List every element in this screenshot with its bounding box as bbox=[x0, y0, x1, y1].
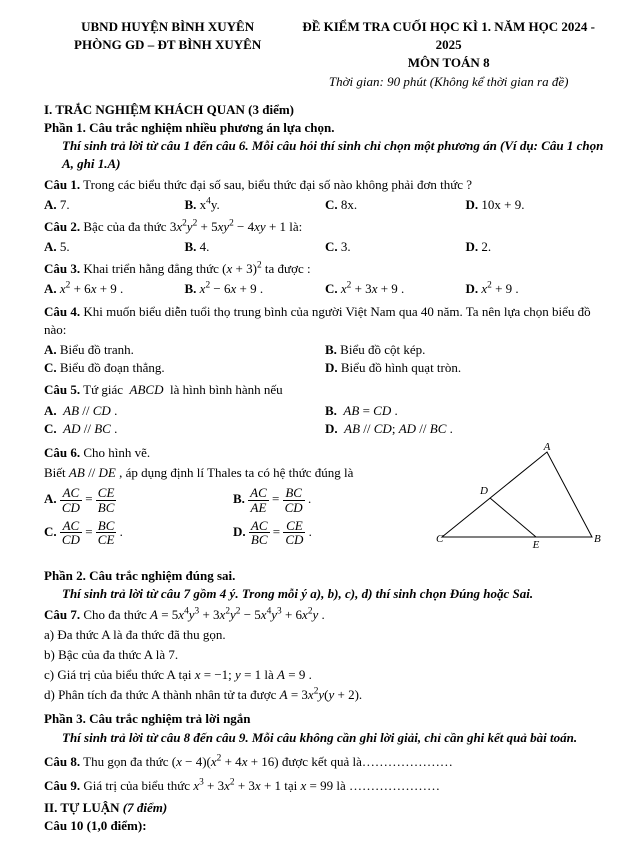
q7-a: a) Đa thức A là đa thức đã thu gọn. bbox=[44, 626, 606, 644]
q6-row-2: C. ACCD = BCCE . D. ACBC = CECD . bbox=[44, 519, 422, 547]
q3-choice-a: A. x2 + 6x + 9 . bbox=[44, 280, 185, 298]
q5-choice-a: A. AB // CD . bbox=[44, 402, 325, 420]
question-3-stem: Câu 3. Khai triển hằng đẳng thức (x + 3)… bbox=[44, 260, 606, 278]
q2-choice-d: D. 2. bbox=[466, 238, 607, 256]
question-7-stem: Câu 7. Cho đa thức A = 5x4y3 + 3x2y2 − 5… bbox=[44, 606, 606, 624]
question-4-stem: Câu 4. Khi muốn biểu diễn tuổi thọ trung… bbox=[44, 303, 606, 339]
part-2-instructions: Thí sinh trả lời từ câu 7 gồm 4 ý. Trong… bbox=[62, 585, 606, 603]
svg-text:E: E bbox=[532, 539, 540, 551]
q6-choice-d: D. ACBC = CECD . bbox=[233, 519, 422, 547]
svg-text:D: D bbox=[479, 485, 488, 497]
q6-choice-a: A. ACCD = CEBC bbox=[44, 486, 233, 514]
part-1-title: Phần 1. Câu trắc nghiệm nhiều phương án … bbox=[44, 119, 606, 137]
duration-line: Thời gian: 90 phút (Không kể thời gian r… bbox=[291, 73, 606, 91]
section-2-title: II. TỰ LUẬN (7 điểm) bbox=[44, 799, 606, 817]
q5-choice-d: D. AB // CD; AD // BC . bbox=[325, 420, 606, 438]
q3-choice-d: D. x2 + 9 . bbox=[466, 280, 607, 298]
q1-choice-d: D. 10x + 9. bbox=[466, 196, 607, 214]
q4-choice-c: C. Biểu đồ đoạn thẳng. bbox=[44, 359, 325, 377]
question-4-choices: A. Biểu đồ tranh. B. Biểu đồ cột kép. C.… bbox=[44, 341, 606, 377]
question-10: Câu 10 (1,0 điểm): bbox=[44, 817, 606, 835]
q7-d: d) Phân tích đa thức A thành nhân tử ta … bbox=[44, 686, 606, 704]
question-8: Câu 8. Thu gọn đa thức (x − 4)(x2 + 4x +… bbox=[44, 753, 606, 771]
question-2-choices: A. 5. B. 4. C. 3. D. 2. bbox=[44, 238, 606, 256]
question-1-choices: A. 7. B. x4y. C. 8x. D. 10x + 9. bbox=[44, 196, 606, 214]
question-3-choices: A. x2 + 6x + 9 . B. x2 − 6x + 9 . C. x2 … bbox=[44, 280, 606, 298]
part-1-instructions: Thí sinh trả lời từ câu 1 đến câu 6. Mỗi… bbox=[62, 137, 606, 173]
question-2-stem: Câu 2. Bậc của đa thức 3x2y2 + 5xy2 − 4x… bbox=[44, 218, 606, 236]
triangle-svg: A D C E B bbox=[432, 442, 602, 552]
q2-choice-c: C. 3. bbox=[325, 238, 466, 256]
q5-choice-b: B. AB = CD . bbox=[325, 402, 606, 420]
exam-title: ĐỀ KIỂM TRA CUỐI HỌC KÌ 1. NĂM HỌC 2024 … bbox=[291, 18, 606, 54]
authority-line-1: UBND HUYỆN BÌNH XUYÊN bbox=[44, 18, 291, 36]
q6-choice-b: B. ACAE = BCCD . bbox=[233, 486, 422, 514]
q2-choice-a: A. 5. bbox=[44, 238, 185, 256]
q4-choice-d: D. Biểu đồ hình quạt tròn. bbox=[325, 359, 606, 377]
authority-line-2: PHÒNG GD – ĐT BÌNH XUYÊN bbox=[44, 36, 291, 54]
triangle-figure: A D C E B bbox=[432, 442, 602, 557]
svg-text:C: C bbox=[436, 533, 444, 545]
q5-choice-c: C. AD // BC . bbox=[44, 420, 325, 438]
q1-choice-a: A. 7. bbox=[44, 196, 185, 214]
q3-choice-b: B. x2 − 6x + 9 . bbox=[185, 280, 326, 298]
header-left: UBND HUYỆN BÌNH XUYÊN PHÒNG GD – ĐT BÌNH… bbox=[44, 18, 291, 91]
q7-c: c) Giá trị của biểu thức A tại x = −1; y… bbox=[44, 666, 606, 684]
subject-line: MÔN TOÁN 8 bbox=[291, 54, 606, 72]
section-1-title: I. TRẮC NGHIỆM KHÁCH QUAN (3 điểm) bbox=[44, 101, 606, 119]
q1-choice-b: B. x4y. bbox=[185, 196, 326, 214]
header: UBND HUYỆN BÌNH XUYÊN PHÒNG GD – ĐT BÌNH… bbox=[44, 18, 606, 91]
q3-choice-c: C. x2 + 3x + 9 . bbox=[325, 280, 466, 298]
question-5-stem: Câu 5. Tứ giác ABCD là hình bình hành nế… bbox=[44, 381, 606, 399]
question-9: Câu 9. Giá trị của biểu thức x3 + 3x2 + … bbox=[44, 777, 606, 795]
svg-text:A: A bbox=[543, 442, 551, 453]
q4-choice-a: A. Biểu đồ tranh. bbox=[44, 341, 325, 359]
svg-text:B: B bbox=[594, 533, 601, 545]
question-6-block: A D C E B Câu 6. Cho hình vẽ. Biết AB //… bbox=[44, 442, 606, 561]
q7-b: b) Bậc của đa thức A là 7. bbox=[44, 646, 606, 664]
exam-page: UBND HUYỆN BÌNH XUYÊN PHÒNG GD – ĐT BÌNH… bbox=[0, 0, 634, 856]
question-5-choices: A. AB // CD . B. AB = CD . C. AD // BC .… bbox=[44, 402, 606, 438]
question-1-stem: Câu 1. Trong các biểu thức đại số sau, b… bbox=[44, 176, 606, 194]
header-right: ĐỀ KIỂM TRA CUỐI HỌC KÌ 1. NĂM HỌC 2024 … bbox=[291, 18, 606, 91]
part-3-instructions: Thí sinh trả lời từ câu 8 đến câu 9. Mỗi… bbox=[62, 729, 606, 747]
part-2-title: Phần 2. Câu trắc nghiệm đúng sai. bbox=[44, 567, 606, 585]
q4-choice-b: B. Biểu đồ cột kép. bbox=[325, 341, 606, 359]
part-3-title: Phần 3. Câu trắc nghiệm trả lời ngắn bbox=[44, 710, 606, 728]
q2-choice-b: B. 4. bbox=[185, 238, 326, 256]
q6-row-1: A. ACCD = CEBC B. ACAE = BCCD . bbox=[44, 486, 422, 514]
q1-choice-c: C. 8x. bbox=[325, 196, 466, 214]
q6-choice-c: C. ACCD = BCCE . bbox=[44, 519, 233, 547]
